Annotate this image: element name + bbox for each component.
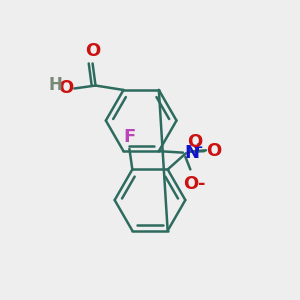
Text: O: O	[206, 142, 221, 160]
Text: -: -	[198, 175, 205, 193]
Text: O: O	[85, 42, 100, 60]
Text: F: F	[123, 128, 136, 146]
Text: O: O	[188, 133, 202, 151]
Text: H: H	[48, 76, 62, 94]
Text: N: N	[184, 144, 200, 162]
Text: +: +	[192, 141, 203, 154]
Text: O: O	[58, 79, 74, 97]
Text: O: O	[183, 175, 198, 193]
